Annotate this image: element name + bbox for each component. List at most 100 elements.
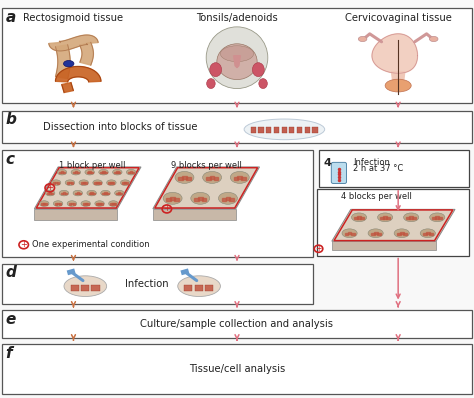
Bar [198,197,203,200]
Bar [116,193,118,194]
Bar [100,203,102,205]
Bar [59,203,61,205]
Bar [2,111,472,143]
Bar [92,193,95,194]
FancyBboxPatch shape [331,162,346,183]
Bar [374,232,377,234]
Polygon shape [49,35,98,51]
Bar [234,177,238,180]
Ellipse shape [217,44,257,80]
Polygon shape [332,209,455,241]
Bar [114,172,117,174]
Text: 9 blocks per well: 9 blocks per well [171,161,242,170]
Bar [59,172,61,174]
Bar [120,193,122,194]
Ellipse shape [219,192,237,204]
Ellipse shape [259,78,267,89]
Bar [89,193,91,194]
Bar [102,193,105,194]
Bar [49,192,51,194]
Bar [76,172,79,174]
Polygon shape [55,66,101,82]
Ellipse shape [377,213,392,222]
Bar [229,197,234,201]
Bar [2,8,472,103]
Ellipse shape [351,213,366,222]
Bar [426,232,429,234]
Ellipse shape [95,201,104,206]
Bar [94,182,97,184]
Bar [282,127,287,133]
Bar [53,182,55,184]
Text: f: f [6,346,12,361]
Ellipse shape [368,229,383,238]
Bar [347,232,351,234]
Polygon shape [62,83,73,92]
Ellipse shape [71,170,81,175]
Ellipse shape [59,190,69,196]
Text: Infection: Infection [125,279,169,289]
Bar [74,172,77,173]
Bar [130,172,132,173]
Bar [110,182,113,183]
Bar [67,182,69,184]
Ellipse shape [51,180,61,185]
Bar [91,172,93,174]
Text: 4: 4 [323,158,331,168]
Bar [237,176,242,179]
Text: Infection: Infection [353,158,390,167]
Bar [132,172,134,174]
Bar [100,172,103,174]
Ellipse shape [64,276,107,297]
Ellipse shape [429,36,438,41]
Text: Tissue/cell analysis: Tissue/cell analysis [189,364,285,374]
Bar [110,203,113,205]
Text: +: + [315,244,322,253]
Ellipse shape [113,170,122,175]
Text: +: + [46,183,53,192]
Bar [84,203,87,204]
Bar [55,182,57,183]
Bar [77,192,79,194]
Bar [51,193,53,194]
Ellipse shape [206,27,268,88]
Bar [47,193,49,194]
Bar [112,203,115,204]
Bar [409,216,413,219]
Bar [184,285,192,291]
Polygon shape [153,167,259,209]
Ellipse shape [429,213,445,222]
Bar [118,172,120,174]
Ellipse shape [175,172,194,183]
Ellipse shape [120,180,130,185]
Bar [69,203,71,205]
Bar [274,127,279,133]
Bar [377,233,381,235]
Polygon shape [34,209,117,220]
Bar [124,182,127,183]
Bar [351,233,355,235]
Bar [438,217,442,219]
Bar [2,344,472,394]
Bar [380,217,384,219]
Bar [305,127,310,133]
Bar [81,182,83,184]
Ellipse shape [46,190,55,196]
Bar [116,172,118,173]
Ellipse shape [252,63,264,76]
Bar [170,197,175,200]
Bar [73,203,75,205]
Bar [71,285,79,291]
Text: +: + [164,205,170,213]
Bar [406,217,410,219]
Bar [96,203,99,205]
Bar [89,172,91,173]
Bar [195,285,203,291]
Text: Dissection into blocks of tissue: Dissection into blocks of tissue [43,122,197,132]
Bar [357,216,361,219]
Bar [258,127,264,133]
Ellipse shape [81,201,91,206]
Bar [251,127,256,133]
Bar [106,193,109,194]
Ellipse shape [191,192,210,204]
